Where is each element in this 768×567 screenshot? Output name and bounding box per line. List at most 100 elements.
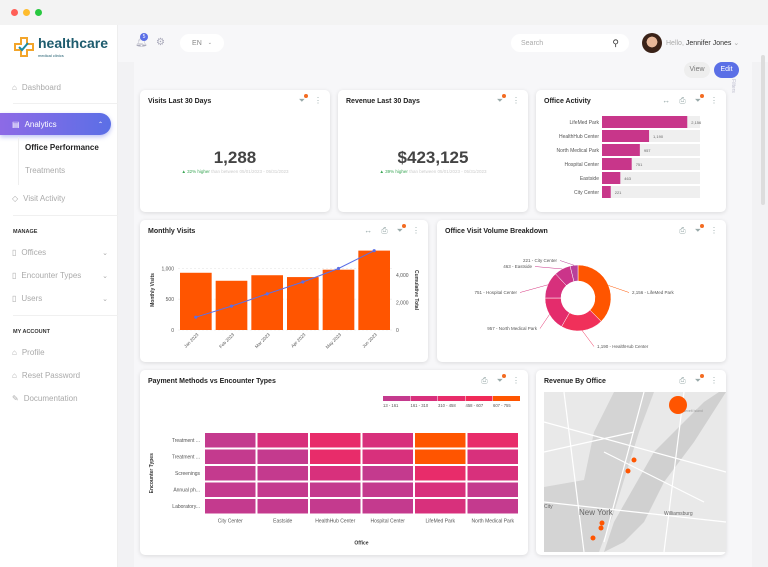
map-marker[interactable] <box>599 520 605 526</box>
heatmap-cell <box>467 433 518 448</box>
heatmap-cell <box>205 499 256 514</box>
x-tick-label: Eastside <box>273 519 292 525</box>
line-point <box>194 315 198 319</box>
sidebar-item-offices[interactable]: ▯ Offices ⌄ <box>12 248 108 257</box>
gear-icon[interactable]: ⚙ <box>156 37 165 48</box>
sidebar-item-reset-password[interactable]: ⌂ Reset Password <box>12 371 108 380</box>
sidebar-item-dashboard[interactable]: ⌂ Dashboard <box>12 83 108 92</box>
x-tick-label: Mar 2023 <box>254 332 271 349</box>
x-tick-label: City Center <box>218 519 243 525</box>
heatmap-cell <box>362 433 413 448</box>
map-marker[interactable] <box>631 457 637 463</box>
category-label: City Center <box>574 190 599 196</box>
filter-icon[interactable]: ⏷ <box>396 224 407 235</box>
map-marker[interactable] <box>598 525 604 531</box>
category-label: LifeMed Park <box>570 120 600 126</box>
value-label: 957 <box>644 148 651 153</box>
sidebar-item-visit-activity[interactable]: ◇ Visit Activity <box>12 194 108 203</box>
visits-value: 1,288 <box>213 148 257 167</box>
heatmap-cell <box>310 449 361 464</box>
y2-tick-label: 4,000 <box>396 273 409 279</box>
y2-axis-label: Cumulative Total <box>413 270 419 311</box>
maximize-window-button[interactable] <box>35 9 42 16</box>
window-titlebar <box>0 0 768 25</box>
slice-label: 221 - City Center <box>523 258 558 263</box>
more-icon[interactable]: ⋮ <box>710 226 718 235</box>
language-select[interactable]: EN ⌄ <box>180 34 224 52</box>
bar <box>602 130 650 142</box>
monthly-visits-card: Monthly Visits ↔ ⎙ ⏷ ⋮ 0 500 1,000 0 2,000 4,000… <box>140 220 428 362</box>
more-icon[interactable]: ⋮ <box>314 96 322 105</box>
bell-icon[interactable]: 🔔︎ <box>135 37 148 48</box>
expand-icon[interactable]: ↔ <box>662 96 671 105</box>
user-menu[interactable]: Hello, Jennifer Jones ⌄ <box>666 39 739 47</box>
y-tick-label: 0 <box>171 328 174 334</box>
revenue-map[interactable]: New York Williamsburg Roosevelt Island C… <box>544 392 726 552</box>
sidebar-item-users[interactable]: ▯ Users ⌄ <box>12 294 108 303</box>
user-name: Jennifer Jones <box>685 40 732 47</box>
sidebar-item-analytics[interactable]: ▤ Analytics ⌃ <box>0 113 111 135</box>
legend-label: 607 - 755 <box>493 403 511 408</box>
map-marker[interactable] <box>669 396 687 414</box>
map-river <box>544 392 654 552</box>
document-icon: ▯ <box>12 248 17 257</box>
category-label: North Medical Park <box>556 148 599 154</box>
logo[interactable]: healthcare medical clinics <box>14 35 108 58</box>
more-icon[interactable]: ⋮ <box>412 226 420 235</box>
download-icon[interactable]: ⎙ <box>481 376 488 385</box>
x-tick-label: Hospital Center <box>371 519 406 525</box>
filter-icon[interactable]: ⏷ <box>694 374 705 385</box>
avatar[interactable] <box>642 33 662 53</box>
filter-icon[interactable]: ⏷ <box>694 94 705 105</box>
x-tick-label: LifeMed Park <box>426 519 456 525</box>
more-icon[interactable]: ⋮ <box>512 96 520 105</box>
label-leader <box>559 260 575 266</box>
revenue-value: $423,125 <box>397 148 469 167</box>
filter-icon[interactable]: ⏷ <box>694 224 705 235</box>
more-icon[interactable]: ⋮ <box>710 96 718 105</box>
view-button[interactable]: View <box>684 62 710 78</box>
download-icon[interactable]: ⎙ <box>679 226 686 235</box>
account-section-title: MY ACCOUNT <box>13 329 50 335</box>
y-tick-label: Treatment ... <box>172 455 200 461</box>
search-input[interactable]: Search ⚲ <box>511 34 629 52</box>
download-icon[interactable]: ⎙ <box>381 226 388 235</box>
more-icon[interactable]: ⋮ <box>512 376 520 385</box>
minimize-window-button[interactable] <box>23 9 30 16</box>
download-icon[interactable]: ⎙ <box>679 376 686 385</box>
sidebar-item-profile[interactable]: ⌂ Profile <box>12 348 108 357</box>
heatmap-cell <box>415 449 466 464</box>
x-tick-label: Jun 2023 <box>361 332 378 349</box>
map-marker[interactable] <box>625 468 631 474</box>
sidebar-item-treatments[interactable]: Treatments <box>25 166 121 175</box>
heatmap-cell <box>467 449 518 464</box>
bar <box>358 250 390 330</box>
filter-icon[interactable]: ⏷ <box>496 94 507 105</box>
edit-button[interactable]: Edit <box>714 62 739 78</box>
search-icon[interactable]: ⚲ <box>612 37 619 48</box>
y-axis-label: Monthly Visits <box>150 273 156 307</box>
expand-icon[interactable]: ↔ <box>364 226 373 235</box>
y-tick-label: Screenings <box>175 471 201 477</box>
slice-label: 1,190 - HealthHub Center <box>597 344 649 349</box>
x-axis-label: Office <box>354 541 368 547</box>
slice-label: 957 - North Medical Park <box>487 326 538 331</box>
filter-icon[interactable]: ⏷ <box>298 94 309 105</box>
legend-swatch <box>438 396 465 401</box>
filter-icon[interactable]: ⏷ <box>496 374 507 385</box>
close-window-button[interactable] <box>11 9 18 16</box>
search-placeholder: Search <box>521 39 544 47</box>
bar <box>602 158 632 170</box>
sidebar-item-encounter-types[interactable]: ▯ Encounter Types ⌄ <box>12 271 108 280</box>
scrollbar[interactable] <box>761 55 765 205</box>
download-icon[interactable]: ⎙ <box>679 96 686 105</box>
donut-slice <box>577 264 612 322</box>
map-marker[interactable] <box>590 535 596 541</box>
more-icon[interactable]: ⋮ <box>710 376 718 385</box>
sidebar-item-office-performance[interactable]: Office Performance <box>25 143 121 152</box>
sidebar-item-documentation[interactable]: ✎ Documentation <box>12 394 108 403</box>
heatmap-card: Payment Methods vs Encounter Types ⎙ ⏷ ⋮ 1… <box>140 370 528 555</box>
heatmap-cell <box>467 482 518 497</box>
document-icon: ▤ <box>12 119 20 129</box>
y-tick-label: 500 <box>166 297 175 303</box>
